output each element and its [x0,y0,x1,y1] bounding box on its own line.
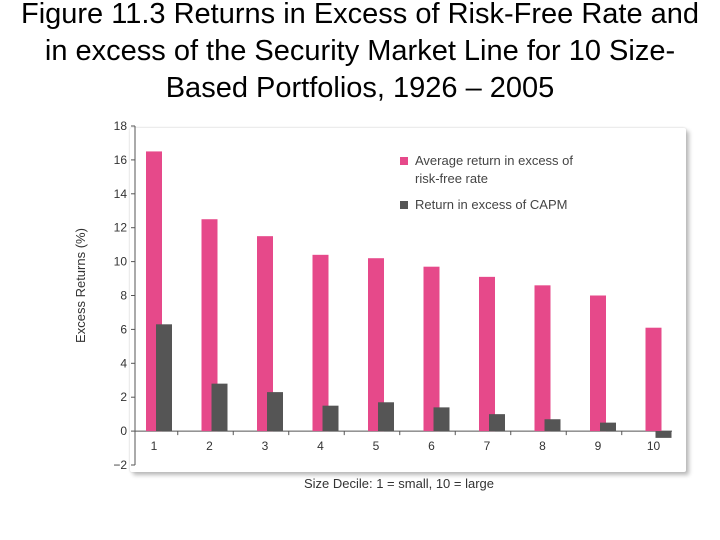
x-tick-label: 10 [647,439,661,453]
y-tick-label: 14 [114,187,128,201]
bar-excess-risk-free [312,254,329,432]
y-tick-label: 10 [114,255,128,269]
x-tick-label: 7 [484,439,491,453]
x-tick-label: 3 [262,439,269,453]
bar-excess-risk-free [257,236,273,432]
bar-excess-capm [544,419,561,432]
bar-excess-risk-free [479,276,495,432]
y-tick-label: 18 [114,119,128,133]
slide-title: Figure 11.3 Returns in Excess of Risk-Fr… [20,0,700,104]
bar-excess-capm [655,431,672,438]
bar-excess-risk-free [645,327,662,432]
x-tick-label: 1 [151,439,158,453]
legend-swatch-capm [400,201,408,209]
x-tick-label: 4 [317,439,324,453]
bar-excess-capm [322,405,339,432]
x-tick-label: 2 [206,439,213,453]
bar-excess-capm [600,422,616,432]
bar-excess-risk-free [201,219,218,432]
legend-label: Average return in excess of [415,153,573,168]
bar-excess-capm [378,402,394,432]
x-tick-label: 5 [373,439,380,453]
y-axis-title: Excess Returns (%) [73,228,88,343]
bar-excess-risk-free [590,295,606,432]
bar-excess-capm [267,392,283,432]
legend-label: risk-free rate [415,171,488,186]
bar-excess-capm [156,324,172,432]
y-tick-label: 4 [120,356,127,370]
x-axis-title: Size Decile: 1 = small, 10 = large [304,476,494,491]
y-tick-label: 16 [114,153,128,167]
bar-excess-risk-free [368,258,384,432]
legend-swatch-risk-free [400,157,408,165]
y-tick-label: 2 [120,390,127,404]
x-tick-label: 6 [428,439,435,453]
bar-excess-capm [433,407,450,432]
legend-label: Return in excess of CAPM [415,197,567,212]
bar-excess-risk-free [534,285,551,432]
x-tick-label: 8 [539,439,546,453]
y-tick-label: 6 [120,322,127,336]
y-tick-label: 0 [120,424,127,438]
y-tick-label: 8 [120,289,127,303]
bar-excess-risk-free [423,266,440,432]
y-tick-label: −2 [113,458,127,472]
y-tick-label: 12 [114,221,128,235]
bar-excess-capm [211,383,228,432]
x-tick-label: 9 [595,439,602,453]
bar-excess-capm [489,414,505,432]
